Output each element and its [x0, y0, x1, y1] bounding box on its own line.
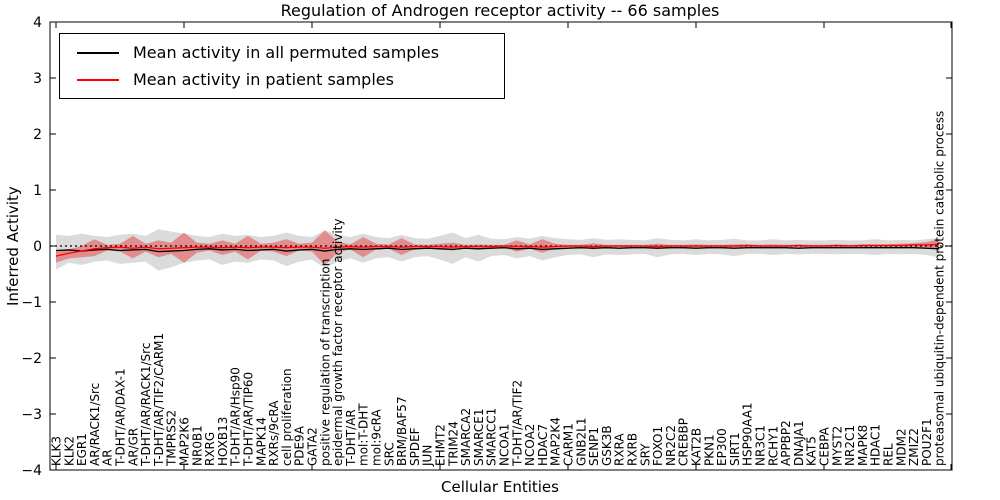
x-tick-label: MYST2	[830, 426, 844, 466]
x-tick-label: proteasomal ubiquitin-dependent protein …	[933, 111, 947, 466]
x-tick-label: KLK2	[62, 436, 76, 466]
x-tick-label: SRY	[638, 443, 652, 466]
x-tick-label: GSK3B	[600, 425, 614, 466]
legend-item-patient: Mean activity in patient samples	[60, 66, 504, 93]
x-tick-label: SPDEF	[408, 427, 422, 466]
x-tick-label: TRIM24	[446, 421, 460, 467]
permuted-range-band	[56, 229, 940, 271]
x-tick-label: KLK3	[50, 436, 64, 466]
y-tick-label: 4	[33, 15, 42, 31]
x-tick-label: SMARCA2	[459, 408, 473, 466]
x-tick-label: T-DHT/AR/TIF2	[510, 380, 524, 467]
x-tick-label: T-DHT/AR/TIF2/CARM1	[152, 333, 166, 467]
x-tick-label: MDM2	[894, 428, 908, 466]
x-tick-label: HOXB13	[216, 417, 230, 466]
x-tick-label: RXRs/9cRA	[267, 400, 281, 466]
x-tick-label: T-DHT/AR/Hsp90	[229, 367, 243, 467]
x-tick-label: JUN	[421, 445, 435, 467]
y-tick-label: −2	[21, 351, 42, 367]
x-tick-label: MAP2K6	[178, 417, 192, 466]
x-tick-label: CEBPA	[818, 426, 832, 466]
legend: Mean activity in all permuted samples Me…	[59, 33, 505, 99]
mean-patient-line	[55, 243, 940, 257]
x-tick-label: GATA2	[306, 427, 320, 466]
x-tick-label: AR	[101, 449, 115, 466]
x-tick-label: RXRB	[626, 433, 640, 466]
x-tick-label: MAPK8	[856, 425, 870, 466]
x-tick-label: SENP1	[587, 427, 601, 466]
x-tick-label: T-DHT/AR/TIP60	[242, 372, 256, 467]
x-tick-label: mol:9cRA	[370, 409, 384, 466]
x-tick-label: HDAC1	[869, 424, 883, 466]
x-tick-label: NR3C1	[754, 425, 768, 466]
x-tick-label: EP300	[715, 428, 729, 466]
y-tick-label: 2	[33, 127, 42, 143]
x-tick-label: cell proliferation	[280, 368, 294, 466]
x-tick-label: MAPK14	[254, 417, 268, 466]
x-tick-label: PKN1	[702, 434, 716, 466]
x-tick-label: AR/GR	[126, 428, 140, 466]
x-tick-label: NR0B1	[190, 425, 204, 466]
x-tick-label: KAT5	[805, 436, 819, 466]
x-tick-label: AR/RACK1/Src	[88, 383, 102, 466]
x-tick-label: RXRA	[613, 433, 627, 466]
x-tick-label: NR2C1	[843, 425, 857, 466]
legend-line-patient-icon	[77, 78, 119, 81]
x-tick-label: DNAJA1	[792, 420, 806, 466]
x-tick-label: APPBP2	[779, 420, 793, 466]
x-tick-label: TMPRSS2	[165, 410, 179, 467]
legend-label-permuted: Mean activity in all permuted samples	[133, 43, 440, 62]
x-tick-label: ZMIZ2	[907, 428, 921, 466]
x-tick-label: CREBBP	[677, 418, 691, 466]
legend-line-permuted-icon	[77, 51, 119, 54]
legend-label-patient: Mean activity in patient samples	[133, 70, 394, 89]
x-tick-label: T-DHT/AR/RACK1/Src	[139, 343, 153, 467]
x-tick-label: SIRT1	[728, 432, 742, 466]
x-tick-label: FOXO1	[651, 426, 665, 466]
x-tick-label: SRC	[382, 442, 396, 466]
x-tick-label: PDE9A	[293, 425, 307, 466]
x-tick-label: SMARCC1	[485, 408, 499, 466]
x-tick-label: NR2C2	[664, 425, 678, 466]
x-tick-label: EHMT2	[434, 424, 448, 466]
x-tick-label: NCOA2	[523, 424, 537, 466]
x-tick-label: mol:T-DHT	[357, 403, 371, 466]
x-tick-label: EGR1	[75, 433, 89, 466]
x-tick-label: GNB2L1	[574, 418, 588, 466]
y-tick-label: −1	[21, 295, 42, 311]
y-tick-label: 3	[33, 71, 42, 87]
x-tick-label: MAP2K4	[549, 417, 563, 466]
y-axis-label: Inferred Activity	[4, 186, 22, 306]
legend-item-permuted: Mean activity in all permuted samples	[60, 39, 504, 66]
x-tick-label: positive regulation of transcription	[318, 259, 332, 466]
x-tick-label: REL	[882, 443, 896, 466]
y-tick-label: −3	[21, 407, 42, 423]
x-tick-label: BRM/BAF57	[395, 396, 409, 466]
y-tick-label: −4	[21, 463, 42, 479]
x-tick-label: POU2F1	[920, 418, 934, 466]
x-tick-label: T-DHT/AR	[344, 409, 358, 467]
chart-title: Regulation of Androgen receptor activity…	[280, 1, 720, 20]
mean-permuted-line	[55, 247, 940, 253]
x-tick-label: NCOA1	[498, 424, 512, 466]
x-tick-label: RCHY1	[766, 426, 780, 466]
x-tick-label: SMARCE1	[472, 408, 486, 466]
x-tick-label: HSP90AA1	[741, 402, 755, 466]
x-tick-label: epidermal growth factor receptor activit…	[331, 219, 345, 466]
x-tick-label: HDAC7	[536, 424, 550, 466]
x-tick-label: CARM1	[562, 423, 576, 466]
x-tick-label: T-DHT/AR/DAX-1	[114, 368, 128, 467]
x-tick-label: KAT2B	[690, 428, 704, 466]
y-tick-label: 1	[33, 183, 42, 199]
x-tick-label: RXRG	[203, 432, 217, 466]
x-axis-label: Cellular Entities	[441, 478, 559, 496]
y-tick-label: 0	[33, 239, 42, 255]
